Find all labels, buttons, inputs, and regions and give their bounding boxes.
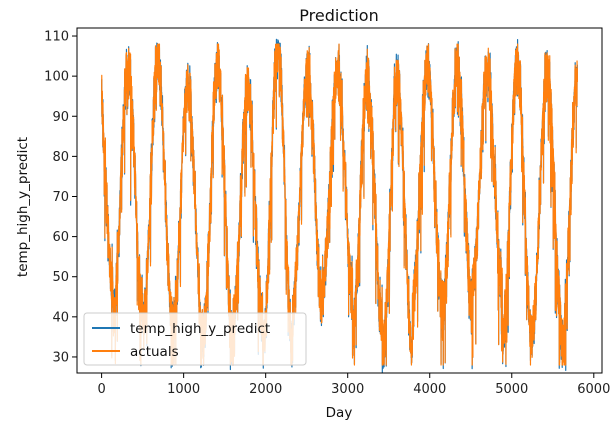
y-tick-label: 60	[52, 230, 69, 245]
x-tick-label: 5000	[495, 382, 528, 397]
y-tick-label: 90	[52, 110, 69, 125]
x-tick-label: 2000	[249, 382, 282, 397]
y-tick-label: 70	[52, 190, 69, 205]
y-tick-label: 80	[52, 150, 69, 165]
legend-label: temp_high_y_predict	[130, 321, 270, 337]
series-line-actuals	[101, 43, 578, 366]
legend-box	[83, 312, 307, 366]
x-axis-title: Day	[326, 405, 353, 421]
plot-frame	[76, 27, 603, 374]
x-tick-label: 3000	[331, 382, 364, 397]
x-tick-label: 6000	[577, 382, 610, 397]
legend-label: actuals	[130, 344, 179, 360]
axes: 0 1000 2000 3000 4000 5000 6000 30 40 50 60 70 80 90 1…	[44, 27, 610, 397]
y-tick-label: 110	[44, 30, 69, 45]
y-tick-label: 30	[52, 350, 69, 365]
y-tick-label: 50	[52, 270, 69, 285]
chart-title: Prediction	[299, 6, 378, 25]
y-axis-title: temp_high_y_predict	[15, 137, 31, 277]
x-tick-label: 4000	[413, 382, 446, 397]
y-tick-label: 100	[44, 70, 69, 85]
plot-area	[101, 38, 578, 374]
x-tick-label: 0	[97, 382, 105, 397]
y-tick-label: 40	[52, 310, 69, 325]
x-tick-label: 1000	[167, 382, 200, 397]
